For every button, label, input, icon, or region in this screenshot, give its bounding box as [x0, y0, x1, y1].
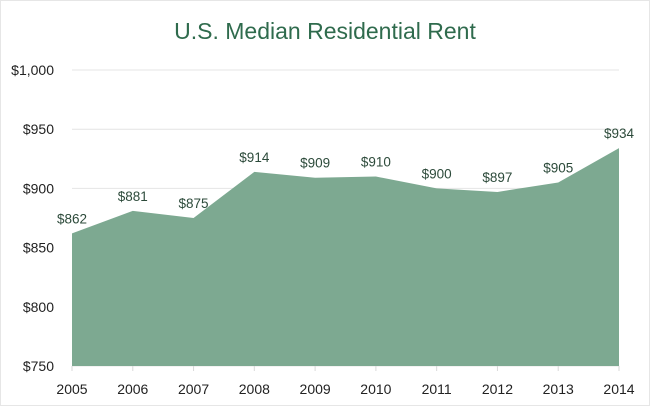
y-tick-label: $1,000 — [11, 62, 54, 78]
data-label: $862 — [57, 211, 87, 226]
y-tick-label: $950 — [23, 121, 54, 137]
x-tick-label: 2008 — [239, 381, 270, 397]
x-tick-label: 2006 — [117, 381, 148, 397]
x-tick-label: 2011 — [422, 381, 452, 397]
x-tick-label: 2005 — [56, 381, 87, 397]
area-series — [72, 148, 619, 366]
data-label: $910 — [361, 155, 391, 170]
data-label: $909 — [300, 156, 330, 171]
data-label: $897 — [482, 170, 512, 185]
x-tick-label: 2014 — [603, 381, 634, 397]
x-tick-label: 2007 — [178, 381, 209, 397]
data-label: $934 — [604, 126, 635, 141]
x-tick-label: 2010 — [360, 381, 391, 397]
data-label: $905 — [543, 160, 573, 175]
data-label: $875 — [179, 196, 209, 211]
y-tick-label: $750 — [23, 358, 54, 374]
chart-title: U.S. Median Residential Rent — [174, 18, 476, 44]
x-tick-label: 2013 — [543, 381, 574, 397]
y-tick-label: $900 — [23, 180, 54, 196]
x-tick-label: 2012 — [482, 381, 513, 397]
data-label: $881 — [118, 189, 148, 204]
data-label: $914 — [239, 150, 270, 165]
data-label: $900 — [422, 166, 452, 181]
y-tick-label: $850 — [23, 240, 54, 256]
x-tick-label: 2009 — [300, 381, 331, 397]
y-tick-label: $800 — [23, 299, 54, 315]
